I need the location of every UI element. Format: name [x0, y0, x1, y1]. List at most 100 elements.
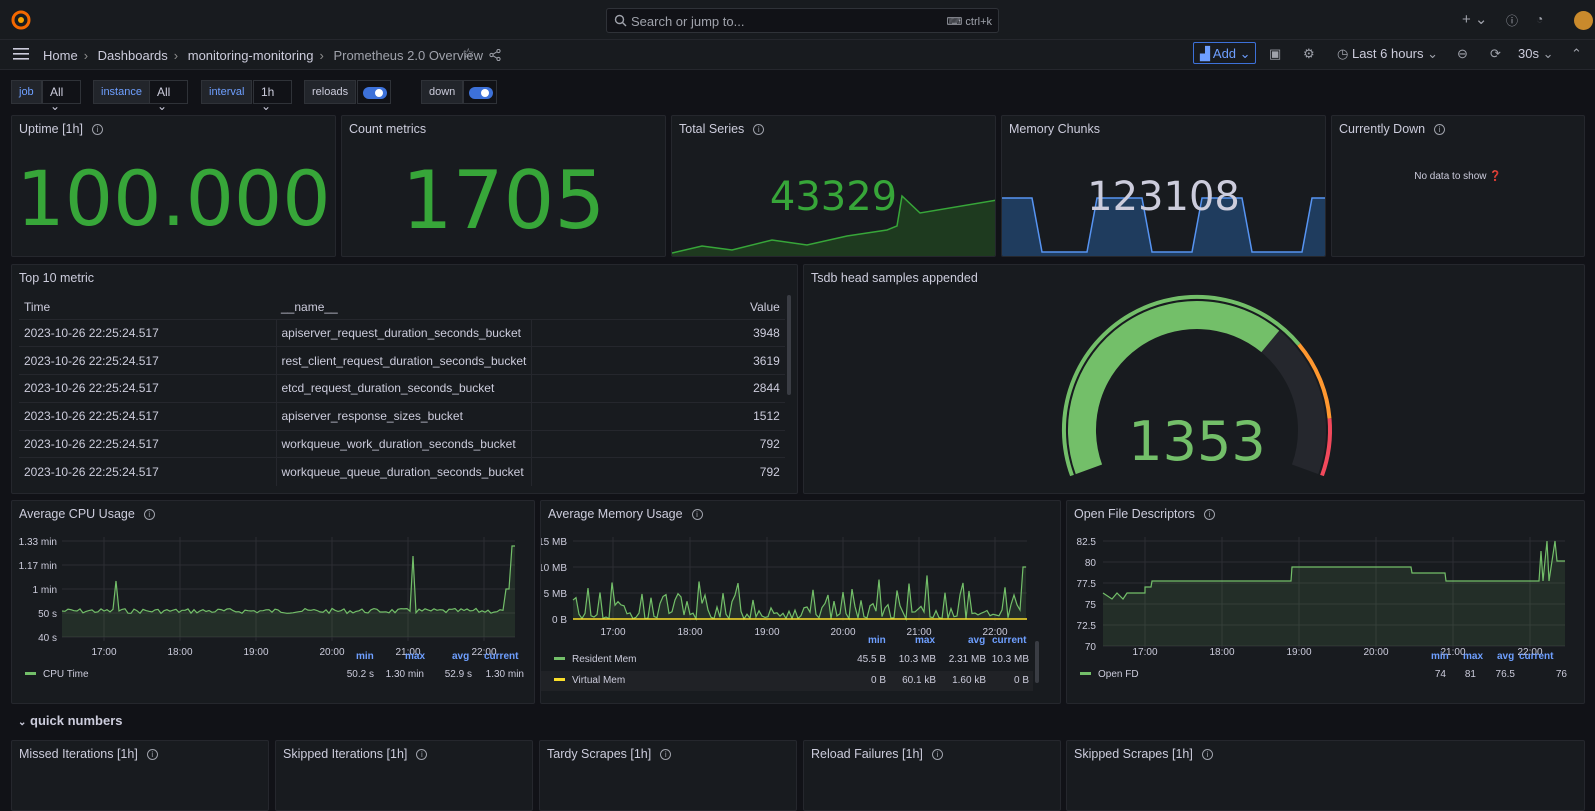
x-tick: 18:00 [167, 647, 192, 658]
gauge-panel[interactable]: Tsdb head samples appended 1353 [803, 264, 1585, 494]
info-icon[interactable]: i [146, 749, 158, 760]
gear-icon[interactable]: ⚙ [1303, 46, 1315, 61]
info-icon[interactable]: i [691, 509, 703, 520]
var-interval-select[interactable]: 1h ⌄ [253, 80, 292, 113]
legend-header-min[interactable]: min [1431, 651, 1449, 662]
plus-icon[interactable]: + ⌄ [1462, 11, 1488, 28]
legend-header-min[interactable]: min [356, 651, 374, 662]
cpu-panel[interactable]: Average CPU Usage i 1.33 min 1.17 min 1 m… [11, 500, 535, 704]
legend-value: 0 B [870, 675, 886, 686]
star-icon[interactable]: ☆ [462, 45, 475, 61]
legend-header-max[interactable]: max [405, 651, 426, 662]
x-tick: 20:00 [319, 647, 344, 658]
clock-icon: ◷ [1337, 46, 1352, 61]
currently-down-panel[interactable]: Currently Down i No data to show ❓ [1331, 115, 1585, 257]
time-picker[interactable]: ◷ Last 6 hours ⌄ [1337, 46, 1439, 61]
panel-title: Average CPU Usage i [19, 507, 155, 521]
uptime-value: 100.000 [16, 154, 331, 243]
legend-header-avg[interactable]: avg [452, 651, 470, 662]
info-icon[interactable]: i [143, 509, 155, 520]
uptime-panel[interactable]: Uptime [1h] i 100.000 [11, 115, 336, 257]
y-tick: 80 [1085, 558, 1097, 569]
legend-header-max[interactable]: max [915, 635, 936, 646]
cell-value: 3948 [531, 318, 785, 347]
legend-header-avg[interactable]: avg [1497, 651, 1515, 662]
avatar[interactable] [1574, 11, 1593, 30]
reloads-toggle[interactable] [357, 80, 391, 104]
legend-header-avg[interactable]: avg [968, 635, 986, 646]
column-header-value[interactable]: Value [750, 299, 780, 314]
legend-item[interactable]: Open FD [1080, 669, 1139, 680]
fd-panel[interactable]: Open File Descriptors i 82.5 80 77.5 75 7… [1066, 500, 1585, 704]
question-icon[interactable]: ❓ [1489, 171, 1502, 182]
quick-panel[interactable]: Tardy Scrapes [1h] i [539, 740, 797, 811]
breadcrumb-folder[interactable]: monitoring-monitoring [187, 48, 314, 63]
row-header-quick-numbers[interactable]: ⌄ quick numbers [18, 713, 123, 728]
breadcrumb: Home › Dashboards › monitoring-monitoring ›… [43, 48, 484, 63]
help-icon[interactable]: ⓘ [1506, 14, 1519, 28]
legend-item[interactable]: CPU Time [25, 669, 89, 680]
add-button[interactable]: ▟ Add ⌄ [1193, 42, 1256, 64]
y-tick: 15 MB [541, 537, 567, 548]
quick-panel[interactable]: Skipped Iterations [1h] i [275, 740, 533, 811]
breadcrumb-home[interactable]: Home [43, 48, 78, 63]
info-icon[interactable]: i [931, 749, 943, 760]
info-icon[interactable]: i [1203, 509, 1215, 520]
quick-panel[interactable]: Skipped Scrapes [1h] i [1066, 740, 1585, 811]
panel-title: Reload Failures [1h] i [811, 747, 943, 761]
news-icon[interactable]: ◔ [1536, 12, 1544, 26]
y-tick: 72.5 [1077, 621, 1097, 632]
column-header-time[interactable]: Time [24, 299, 51, 314]
save-icon[interactable]: ▣ [1269, 46, 1282, 61]
menu-icon[interactable] [13, 47, 29, 61]
legend-value: 50.2 s [346, 669, 374, 680]
legend-header-min[interactable]: min [868, 635, 886, 646]
zoom-out-icon[interactable]: ⊖ [1457, 46, 1468, 61]
refresh-interval-picker[interactable]: 30s ⌄ [1518, 46, 1554, 61]
variables-bar: job All ⌄ instance All ⌄ interval 1h ⌄ r… [0, 78, 1595, 113]
legend-header-max[interactable]: max [1463, 651, 1484, 662]
top-metrics-panel[interactable]: Top 10 metric Time __name__ Value 2023-1… [11, 264, 798, 494]
legend-header-current[interactable]: current [1519, 651, 1554, 662]
info-icon[interactable]: i [660, 749, 672, 760]
info-icon[interactable]: i [753, 124, 765, 135]
panel-title: Open File Descriptors i [1074, 507, 1215, 521]
y-tick: 0 B [552, 615, 567, 626]
memory-chunks-panel[interactable]: Memory Chunks 123108 [1001, 115, 1326, 257]
table-row: 2023-10-26 22:25:24.517 workqueue_work_du… [19, 429, 785, 458]
refresh-icon[interactable]: ⟳ [1490, 46, 1501, 61]
legend-item[interactable]: Resident Mem [554, 654, 636, 665]
grafana-logo-icon[interactable] [11, 10, 31, 30]
count-metrics-value: 1705 [401, 154, 606, 247]
legend-header-current[interactable]: current [992, 635, 1027, 646]
quick-panel[interactable]: Reload Failures [1h] i [803, 740, 1061, 811]
var-job-select[interactable]: All ⌄ [42, 80, 81, 113]
panel-title: Missed Iterations [1h] i [19, 747, 158, 761]
search-input[interactable]: Search or jump to... ⌨ ctrl+k [606, 8, 999, 33]
legend-header-current[interactable]: current [484, 651, 519, 662]
breadcrumb-dashboards[interactable]: Dashboards [97, 48, 168, 63]
legend-value: 81 [1464, 669, 1476, 680]
chevron-up-icon[interactable]: ⌃ [1571, 46, 1582, 61]
var-instance-label: instance [93, 80, 150, 104]
count-metrics-panel[interactable]: Count metrics 1705 [341, 115, 666, 257]
x-tick: 19:00 [243, 647, 268, 658]
legend-item[interactable]: Virtual Mem [554, 675, 625, 686]
info-icon[interactable]: i [1201, 749, 1213, 760]
cell-name: workqueue_queue_duration_seconds_bucket [275, 457, 533, 486]
y-tick: 10 MB [541, 563, 567, 574]
table-scrollbar[interactable] [787, 295, 791, 395]
share-icon[interactable] [489, 49, 501, 61]
total-series-panel[interactable]: Total Series i 43329 [671, 115, 996, 257]
info-icon[interactable]: i [416, 749, 428, 760]
column-header-name[interactable]: __name__ [281, 299, 338, 314]
legend-value: 0 B [1013, 675, 1029, 686]
info-icon[interactable]: i [1434, 124, 1446, 135]
quick-panel[interactable]: Missed Iterations [1h] i [11, 740, 269, 811]
down-toggle[interactable] [463, 80, 497, 104]
info-icon[interactable]: i [91, 124, 103, 135]
panel-title: Total Series i [679, 122, 765, 136]
memory-chunks-sparkline [1002, 197, 1325, 256]
var-instance-select[interactable]: All ⌄ [149, 80, 188, 113]
